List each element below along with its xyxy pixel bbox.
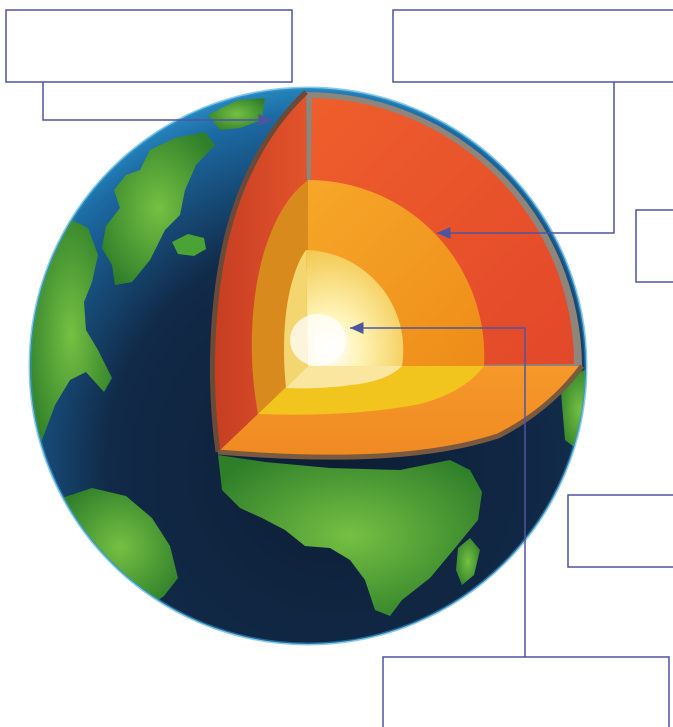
continent-south-america [62, 488, 178, 606]
continent-madagascar [456, 538, 480, 585]
continent-north-america [30, 220, 112, 450]
label-box-right-lower[interactable] [567, 494, 673, 568]
label-box-right-upper[interactable] [635, 209, 673, 283]
label-box-mantle[interactable] [392, 9, 673, 83]
label-box-crust[interactable] [5, 9, 293, 83]
leader-mantle [437, 82, 615, 239]
continent-asia-edge [560, 370, 586, 450]
continent-africa [218, 455, 482, 616]
continents [30, 98, 586, 616]
label-box-inner-core[interactable] [382, 656, 670, 727]
cutaway-layers [209, 90, 585, 460]
continent-greenland [102, 132, 215, 285]
leader-inner-core [350, 322, 526, 657]
layer-inner-core-bottom [286, 366, 402, 389]
continent-europe-edge [208, 98, 265, 130]
leader-lines [42, 82, 615, 657]
continent-iceland [172, 234, 206, 256]
label-boxes [5, 9, 673, 727]
leader-crust [42, 82, 272, 126]
